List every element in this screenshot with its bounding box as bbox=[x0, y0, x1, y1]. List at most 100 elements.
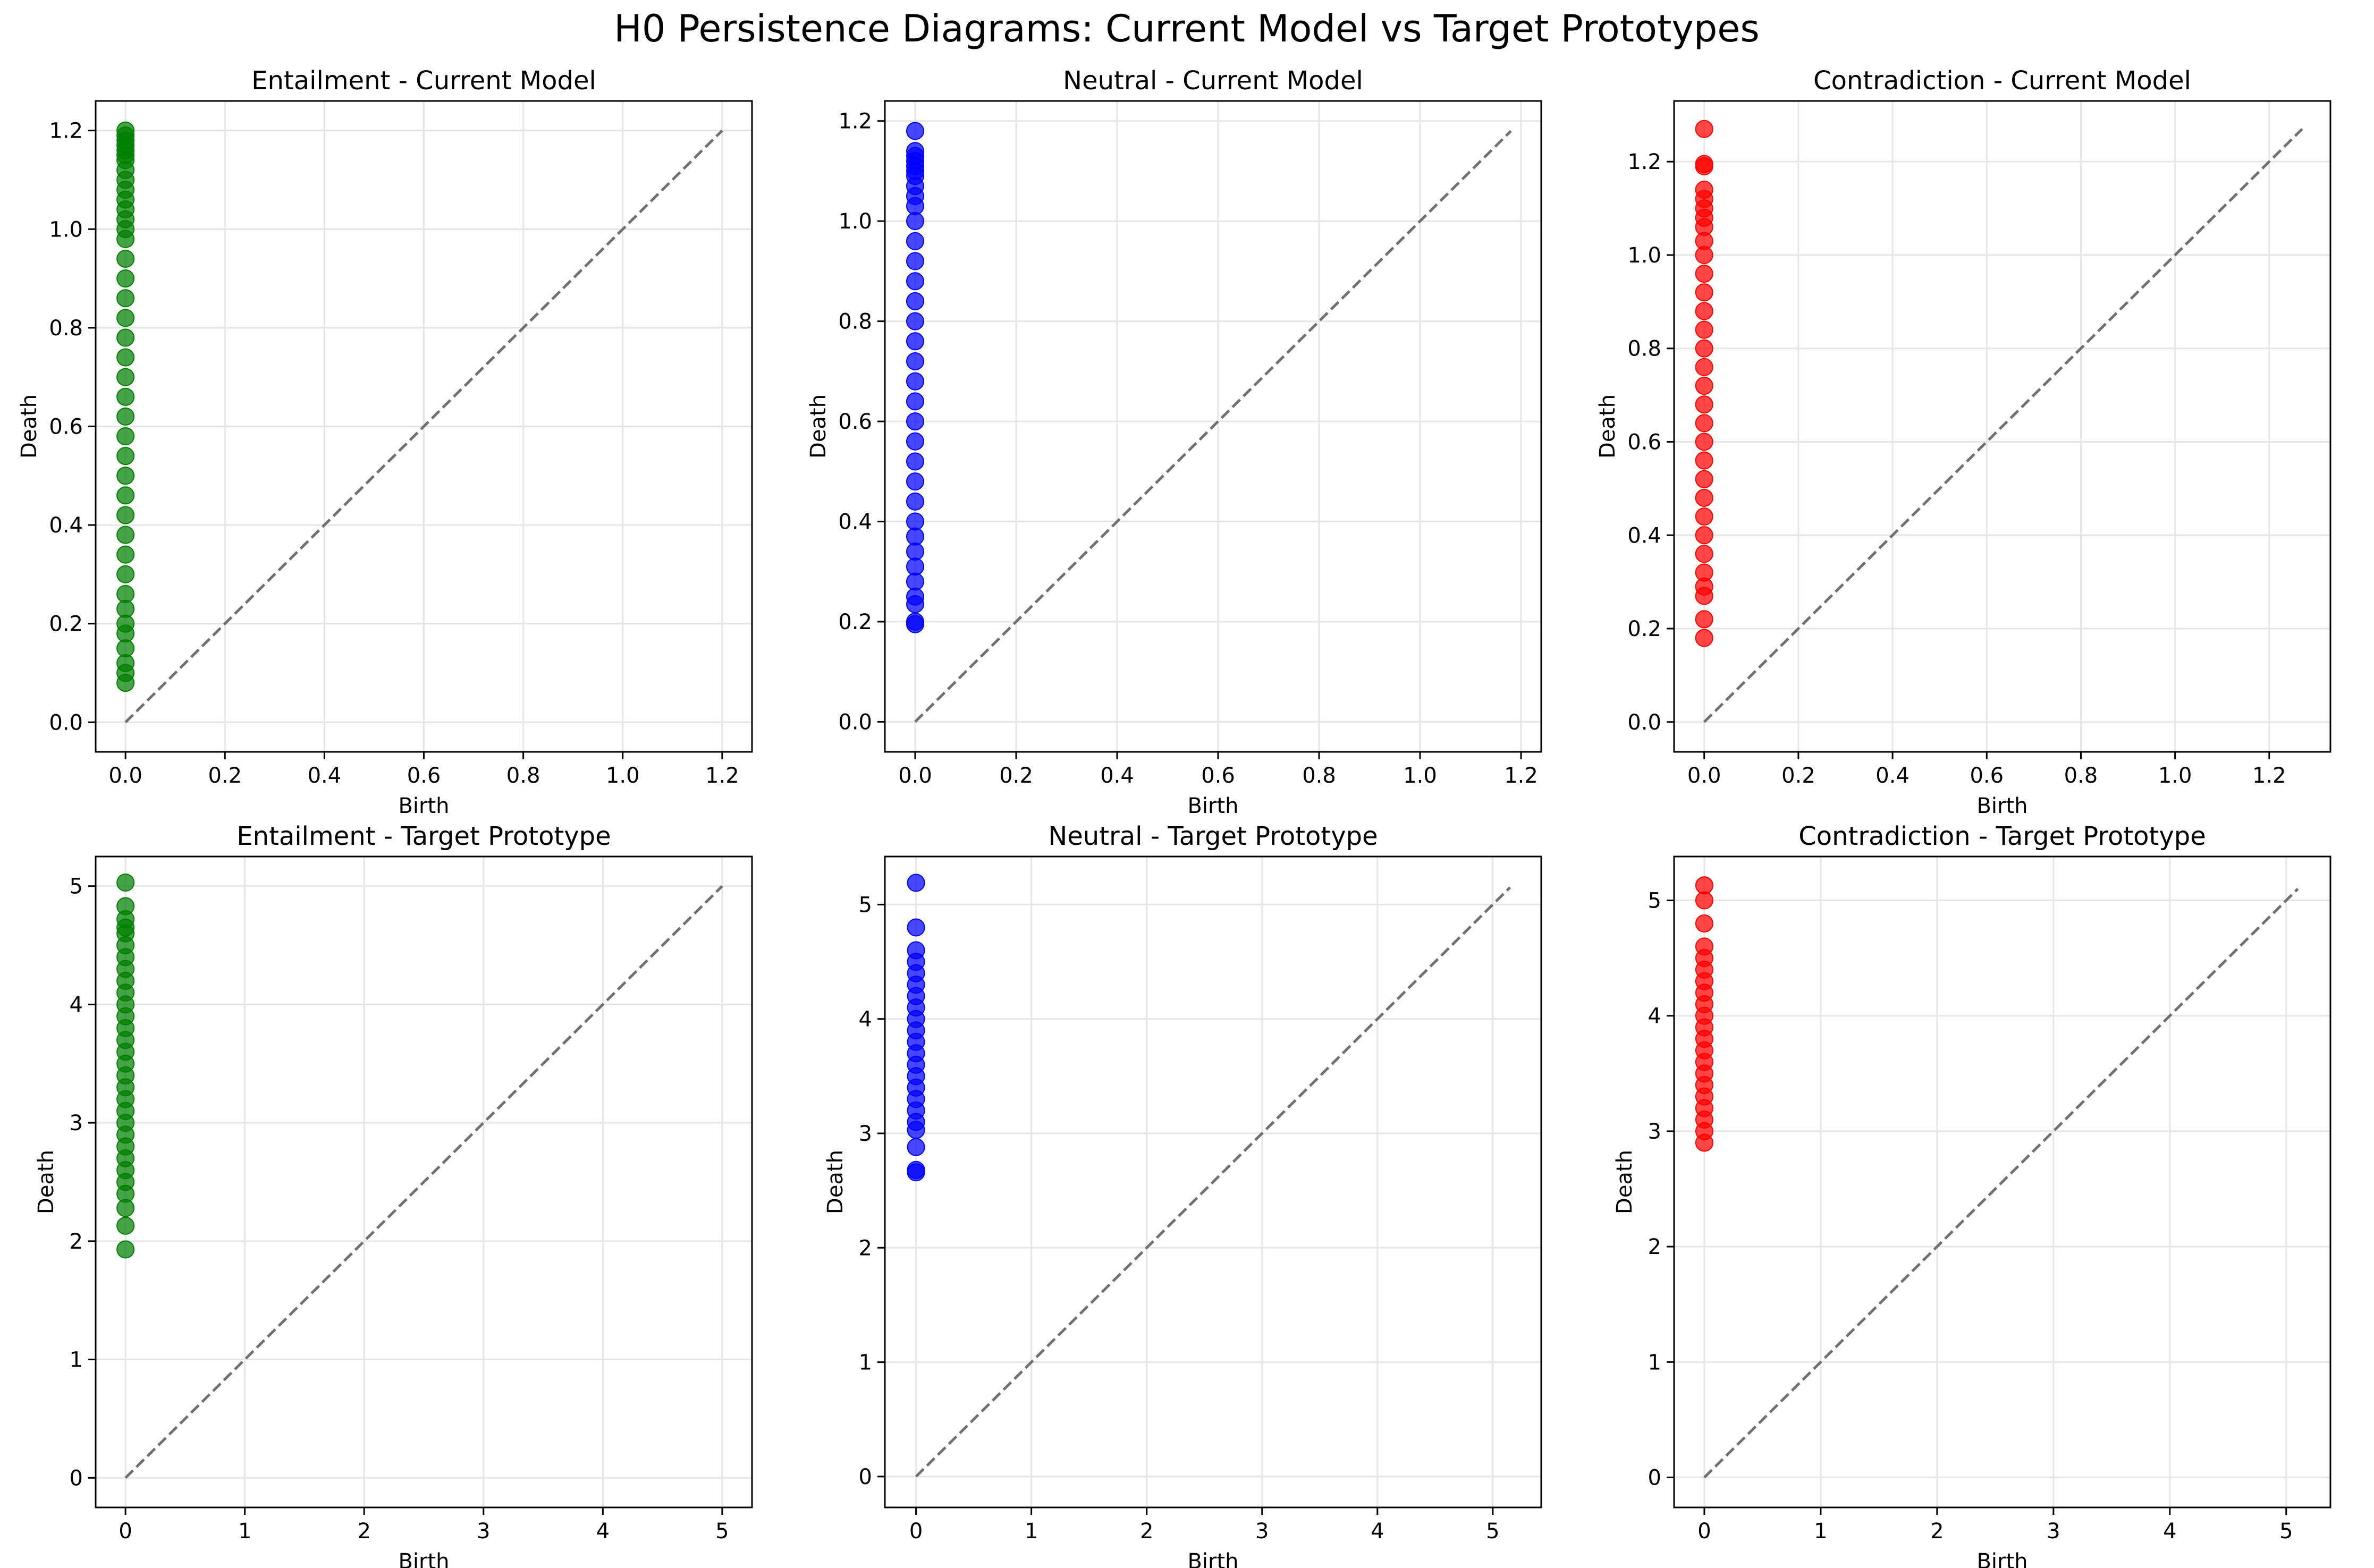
y-tick-label: 3 bbox=[1648, 1120, 1661, 1144]
y-tick-label: 0.4 bbox=[49, 513, 83, 538]
panel-title: Neutral - Current Model bbox=[1063, 66, 1363, 96]
y-tick-label: 2 bbox=[859, 1236, 872, 1260]
y-tick-label: 1 bbox=[70, 1348, 83, 1372]
x-tick-label: 1.2 bbox=[1504, 764, 1538, 788]
y-tick-label: 3 bbox=[859, 1122, 872, 1146]
y-tick-label: 4 bbox=[859, 1007, 872, 1032]
y-tick-label: 0.0 bbox=[838, 710, 872, 734]
axes-frame bbox=[95, 855, 753, 1508]
x-tick-label: 0.4 bbox=[1875, 764, 1910, 788]
data-point bbox=[906, 292, 924, 310]
y-tick-label: 0.8 bbox=[838, 310, 872, 334]
data-point bbox=[906, 472, 924, 491]
x-tick-label: 5 bbox=[1486, 1519, 1499, 1544]
x-axis-label: Birth bbox=[398, 794, 449, 818]
diagonal-line bbox=[915, 886, 1511, 1478]
x-tick-label: 2 bbox=[358, 1519, 371, 1544]
data-point bbox=[1695, 377, 1713, 395]
x-tick-label: 2 bbox=[1930, 1519, 1944, 1544]
y-tick-label: 0.0 bbox=[1627, 710, 1661, 735]
y-tick-label: 1.0 bbox=[49, 217, 83, 242]
x-tick-label: 0 bbox=[909, 1519, 923, 1544]
data-point bbox=[116, 328, 135, 347]
data-point bbox=[906, 252, 924, 270]
x-tick-label: 0 bbox=[1697, 1519, 1711, 1544]
data-point bbox=[906, 512, 924, 531]
x-tick-label: 5 bbox=[715, 1519, 729, 1544]
data-point bbox=[1695, 545, 1713, 563]
data-point bbox=[116, 289, 135, 308]
data-point bbox=[1695, 395, 1713, 414]
panel-neutral-target-prototype: 0 1 2 3 4 5 0 1 2 3 4 5 Neutral - Target Prototype Bi… bbox=[823, 821, 1542, 1568]
data-point bbox=[116, 1240, 135, 1259]
x-tick-label: 4 bbox=[596, 1519, 610, 1544]
panel-entailment-current-model: 0.0 0.2 0.4 0.6 0.8 1.0 1.2 0.0 0.2 0.4 0.6 0.8 1.0 1… bbox=[17, 66, 753, 818]
y-axis-label: Death bbox=[34, 1150, 58, 1214]
y-tick-label: 1.0 bbox=[838, 209, 872, 234]
panel-title: Entailment - Current Model bbox=[251, 66, 596, 96]
y-tick-label: 2 bbox=[1648, 1235, 1661, 1259]
data-point bbox=[906, 572, 924, 591]
data-point bbox=[116, 486, 135, 505]
y-axis-label: Death bbox=[1595, 394, 1620, 459]
diagonal-line bbox=[124, 129, 723, 724]
panel-contradiction-current-model: 0.0 0.2 0.4 0.6 0.8 1.0 1.2 0.0 0.2 0.4 0.6 0.8 1.0 1… bbox=[1595, 66, 2331, 818]
data-point bbox=[906, 543, 924, 561]
x-tick-label: 0.6 bbox=[1201, 764, 1235, 788]
x-axis-label: Birth bbox=[1976, 794, 2027, 818]
data-point bbox=[1695, 507, 1713, 526]
data-point bbox=[1695, 283, 1713, 302]
data-point bbox=[116, 121, 135, 140]
x-tick-label: 0 bbox=[119, 1519, 132, 1544]
data-point bbox=[116, 387, 135, 406]
x-tick-label: 3 bbox=[477, 1519, 490, 1544]
y-tick-label: 0.6 bbox=[838, 410, 872, 434]
data-point bbox=[906, 412, 924, 431]
data-point bbox=[116, 427, 135, 446]
y-tick-label: 1 bbox=[859, 1351, 872, 1375]
data-point bbox=[116, 467, 135, 485]
y-tick-label: 0 bbox=[70, 1466, 83, 1490]
data-point bbox=[906, 332, 924, 351]
x-tick-label: 1.2 bbox=[705, 764, 739, 788]
axes-frame bbox=[884, 855, 1542, 1508]
data-point bbox=[906, 432, 924, 451]
y-tick-label: 0.8 bbox=[1627, 337, 1661, 361]
data-point bbox=[1695, 358, 1713, 376]
data-point bbox=[116, 545, 135, 564]
panel-title: Contradiction - Target Prototype bbox=[1798, 821, 2206, 851]
x-tick-label: 0.6 bbox=[407, 764, 441, 788]
data-point bbox=[906, 527, 924, 546]
y-axis-label: Death bbox=[1612, 1150, 1637, 1214]
data-point bbox=[116, 309, 135, 327]
x-tick-label: 0.8 bbox=[506, 764, 540, 788]
x-tick-label: 2 bbox=[1140, 1519, 1153, 1544]
diagonal-line bbox=[124, 885, 723, 1479]
x-tick-label: 0.4 bbox=[308, 764, 342, 788]
data-point bbox=[1695, 876, 1713, 895]
data-point bbox=[907, 1160, 925, 1179]
data-point bbox=[907, 874, 925, 892]
x-axis-label: Birth bbox=[1187, 794, 1238, 818]
data-point bbox=[116, 585, 135, 604]
x-tick-label: 0.0 bbox=[1687, 764, 1721, 788]
y-tick-label: 0.2 bbox=[1627, 617, 1661, 641]
x-tick-label: 0.0 bbox=[898, 764, 932, 788]
data-point bbox=[1695, 414, 1713, 433]
data-point bbox=[906, 587, 924, 606]
data-point bbox=[1695, 302, 1713, 320]
panels-grid: 0.0 0.2 0.4 0.6 0.8 1.0 1.2 0.0 0.2 0.4 0.6 0.8 1.0 1… bbox=[17, 66, 2331, 1568]
x-tick-label: 0.2 bbox=[1781, 764, 1815, 788]
y-tick-label: 1.2 bbox=[49, 119, 83, 143]
x-tick-label: 0.2 bbox=[999, 764, 1033, 788]
data-point bbox=[116, 565, 135, 583]
y-tick-label: 5 bbox=[1648, 889, 1661, 913]
x-axis-label: Birth bbox=[1187, 1549, 1238, 1568]
data-point bbox=[1695, 320, 1713, 339]
data-point bbox=[116, 249, 135, 268]
data-point bbox=[1695, 629, 1713, 647]
data-point bbox=[1695, 563, 1713, 582]
data-point bbox=[1695, 339, 1713, 358]
data-point bbox=[1695, 610, 1713, 629]
diagonal-line bbox=[1703, 888, 2299, 1479]
